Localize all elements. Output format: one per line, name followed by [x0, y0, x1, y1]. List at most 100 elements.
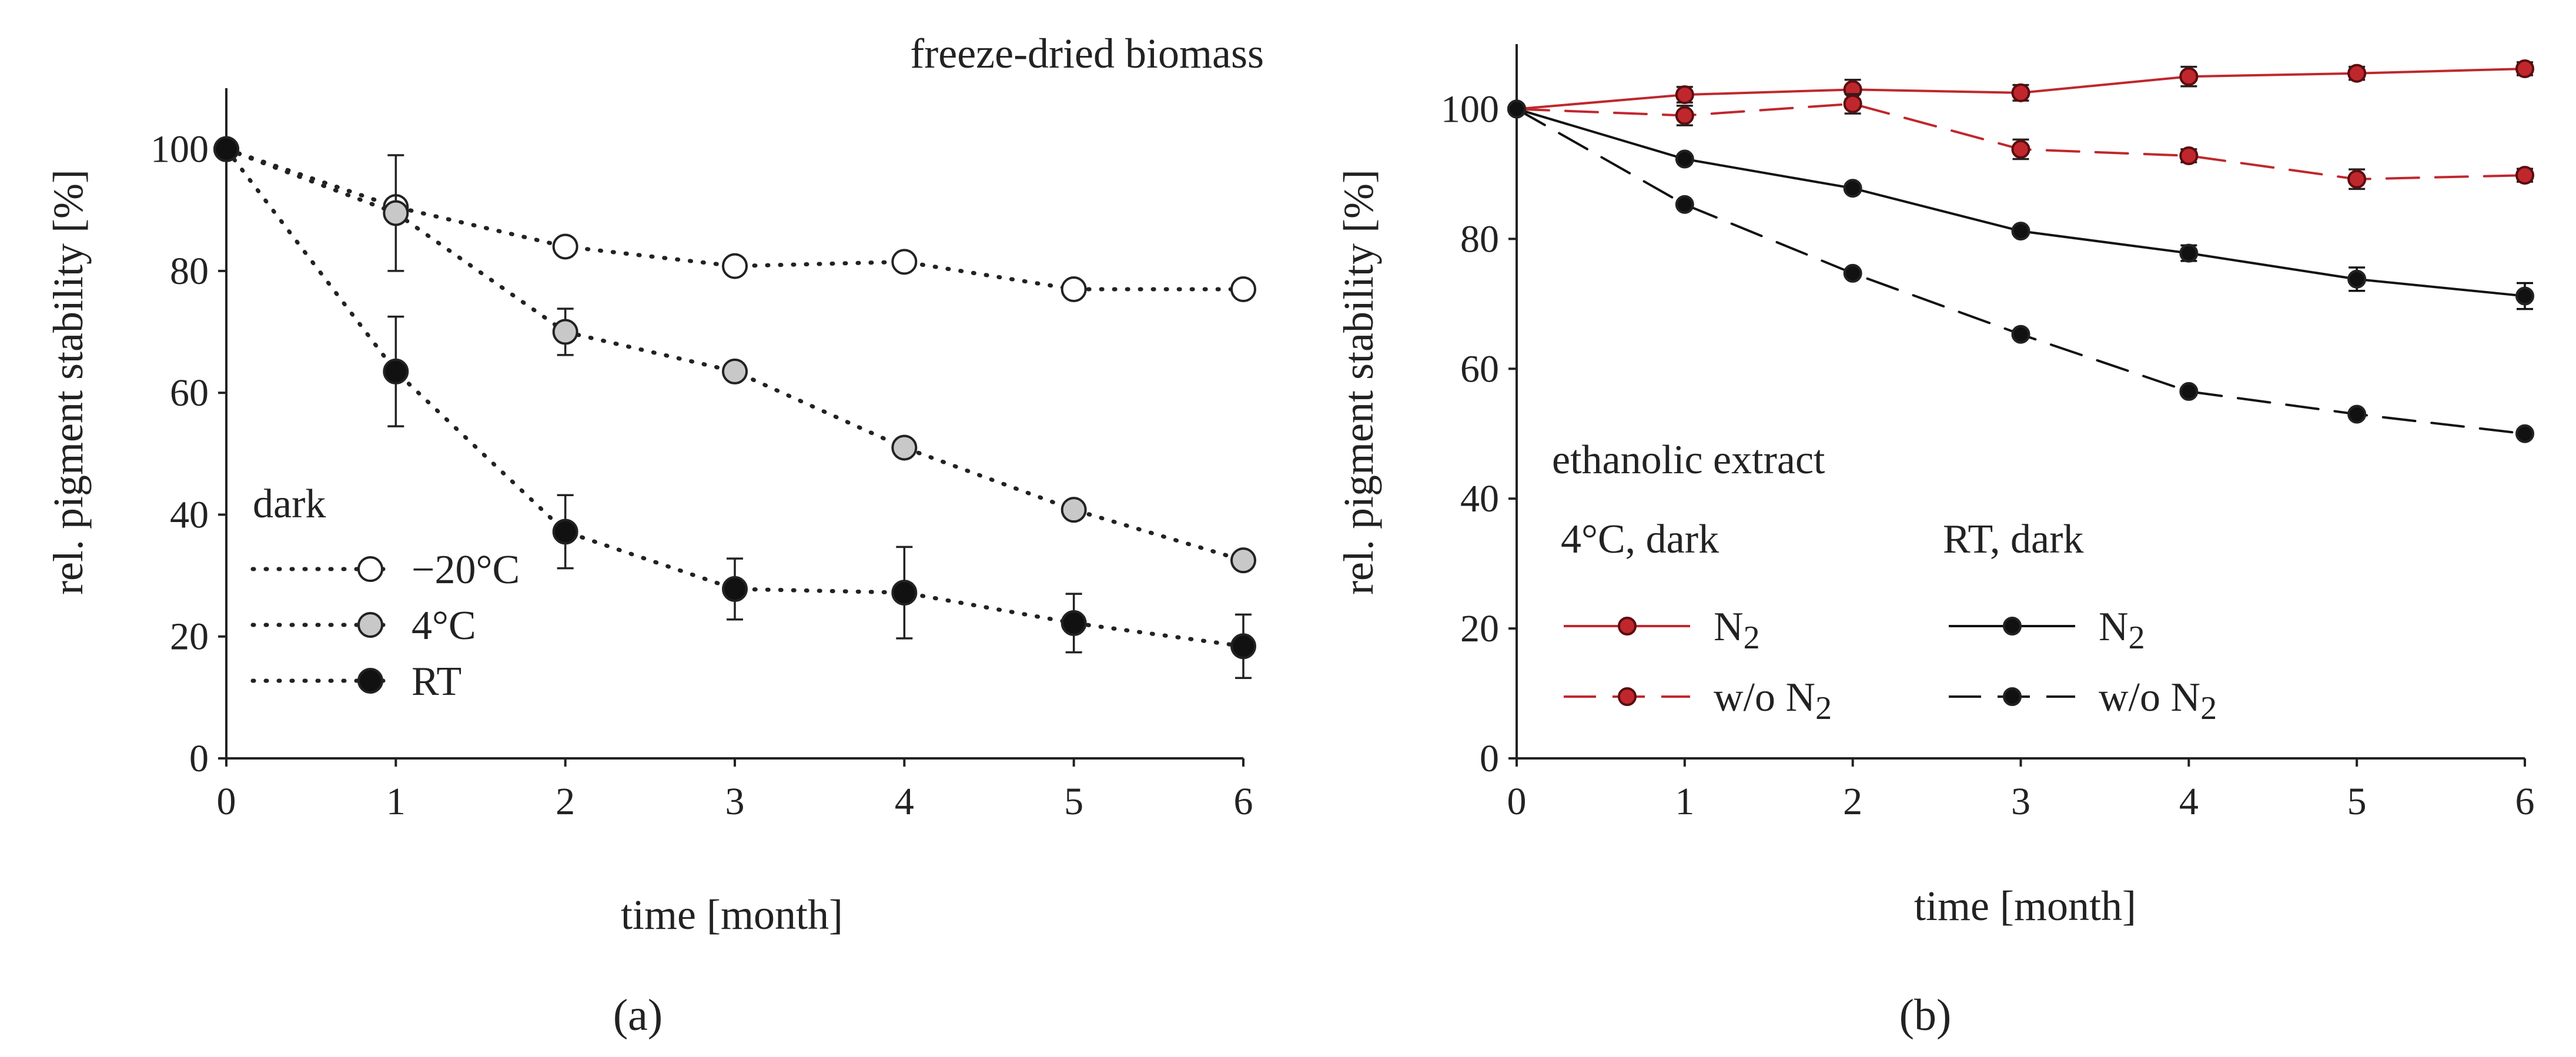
axes-a: 0 20 40 60 80 100 0 1 2 3 4 5 6 [150, 88, 1253, 823]
data-point [891, 434, 918, 461]
data-point [891, 249, 918, 275]
data-point [2011, 222, 2030, 241]
data-point [1843, 263, 1862, 283]
data-point [1675, 85, 1694, 105]
legend-b-swatch-marker [1618, 617, 1637, 635]
x-tick-label: 1 [1675, 780, 1694, 823]
legend-b-label: N2 [2099, 604, 2145, 656]
data-point [1230, 276, 1256, 302]
chart-b-xlabel: time [month] [1914, 882, 2136, 929]
x-tick-label: 4 [2179, 780, 2199, 823]
y-tick-label: 0 [1480, 737, 1499, 780]
data-point [1060, 610, 1087, 636]
axes-b: 0 20 40 60 80 100 0 1 2 3 4 5 6 [1441, 44, 2535, 823]
y-tick-label: 100 [1441, 88, 1499, 131]
legend-b-label: N2 [1714, 604, 1760, 656]
y-tick-label: 80 [170, 250, 209, 293]
data-point [1675, 195, 1694, 214]
legend-a-title: dark [253, 481, 326, 527]
y-tick-label: 60 [1460, 347, 1499, 390]
data-point [1675, 106, 1694, 125]
data-point [2515, 286, 2534, 306]
data-point [2011, 325, 2030, 344]
data-point [1230, 547, 1256, 574]
data-point [552, 233, 578, 260]
legend-a-label: RT [412, 659, 461, 704]
series-group-b [1507, 59, 2534, 443]
data-point [2515, 424, 2534, 443]
data-point [2179, 146, 2199, 165]
data-point [2347, 404, 2367, 424]
x-tick-label: 5 [2347, 780, 2367, 823]
data-point [1843, 94, 1862, 113]
data-point [891, 580, 918, 606]
x-tick-label: 0 [217, 780, 236, 823]
legend-a-label: −20°C [412, 547, 520, 593]
legend-b-group-4c: 4°C, dark [1561, 517, 1719, 562]
data-point [2179, 382, 2199, 401]
legend-a-swatch-marker [357, 612, 383, 638]
data-point [2011, 139, 2030, 159]
legend-a-swatch-marker [357, 556, 383, 582]
y-tick-label: 100 [150, 128, 209, 171]
data-point [2179, 67, 2199, 86]
legend-b: ethanolic extract 4°C, dark RT, dark N2 w… [1552, 437, 2217, 727]
data-point [1230, 633, 1256, 660]
legend-b-swatch-marker [2003, 617, 2022, 635]
data-point [1843, 179, 1862, 198]
series-group-a [213, 136, 1256, 679]
legend-b-swatch-marker [1618, 687, 1637, 706]
y-tick-label: 20 [1460, 607, 1499, 650]
x-tick-label: 2 [1843, 780, 1862, 823]
data-point [383, 200, 409, 226]
data-point [2515, 59, 2534, 78]
legend-a-swatch-marker [357, 668, 383, 694]
panel-a-label: (a) [613, 991, 663, 1040]
x-tick-label: 6 [2515, 780, 2535, 823]
data-point [2347, 169, 2367, 189]
data-point [213, 136, 239, 162]
chart-panel-a: 0 20 40 60 80 100 0 1 2 3 4 5 6 freeze-dried biomass… [45, 30, 1264, 1040]
data-point [722, 576, 748, 602]
legend-b-label: w/o N2 [1714, 675, 1832, 727]
x-tick-label: 0 [1507, 780, 1527, 823]
y-tick-label: 40 [170, 493, 209, 536]
data-point [383, 358, 409, 384]
legend-b-label: w/o N2 [2099, 675, 2217, 727]
data-point [2011, 83, 2030, 102]
data-point [722, 358, 748, 384]
series-line-1 [224, 147, 1246, 563]
chart-a-title: freeze-dried biomass [910, 30, 1264, 77]
y-tick-label: 80 [1460, 218, 1499, 260]
chart-b-ylabel: rel. pigment stability [%] [1335, 169, 1382, 595]
y-tick-label: 20 [170, 616, 209, 658]
x-tick-label: 1 [386, 780, 406, 823]
data-point [552, 319, 578, 345]
legend-b-title: ethanolic extract [1552, 437, 1825, 483]
data-point [1507, 99, 1526, 119]
legend-b-swatch-marker [2003, 687, 2022, 706]
chart-panel-b: 0 20 40 60 80 100 0 1 2 3 4 5 6 time [month] rel. pi… [1335, 44, 2535, 1040]
data-point [2347, 63, 2367, 83]
legend-a: dark −20°C 4°C RT [250, 481, 520, 704]
x-tick-label: 2 [556, 780, 575, 823]
data-point [2347, 269, 2367, 289]
data-point [722, 253, 748, 279]
data-point [2515, 166, 2534, 185]
y-tick-label: 40 [1460, 477, 1499, 520]
x-tick-label: 3 [2011, 780, 2030, 823]
x-tick-label: 5 [1064, 780, 1083, 823]
panel-b-label: (b) [1899, 991, 1952, 1040]
data-point [552, 519, 578, 545]
x-tick-label: 6 [1234, 780, 1253, 823]
x-tick-label: 3 [725, 780, 745, 823]
data-point [1060, 276, 1087, 302]
chart-a-xlabel: time [month] [621, 891, 843, 938]
legend-b-group-rt: RT, dark [1943, 517, 2083, 562]
series-line-2 [1516, 108, 2526, 297]
data-point [1060, 497, 1087, 523]
legend-a-label: 4°C [412, 603, 476, 648]
chart-a-ylabel: rel. pigment stability [%] [45, 169, 92, 595]
y-tick-label: 60 [170, 372, 209, 414]
